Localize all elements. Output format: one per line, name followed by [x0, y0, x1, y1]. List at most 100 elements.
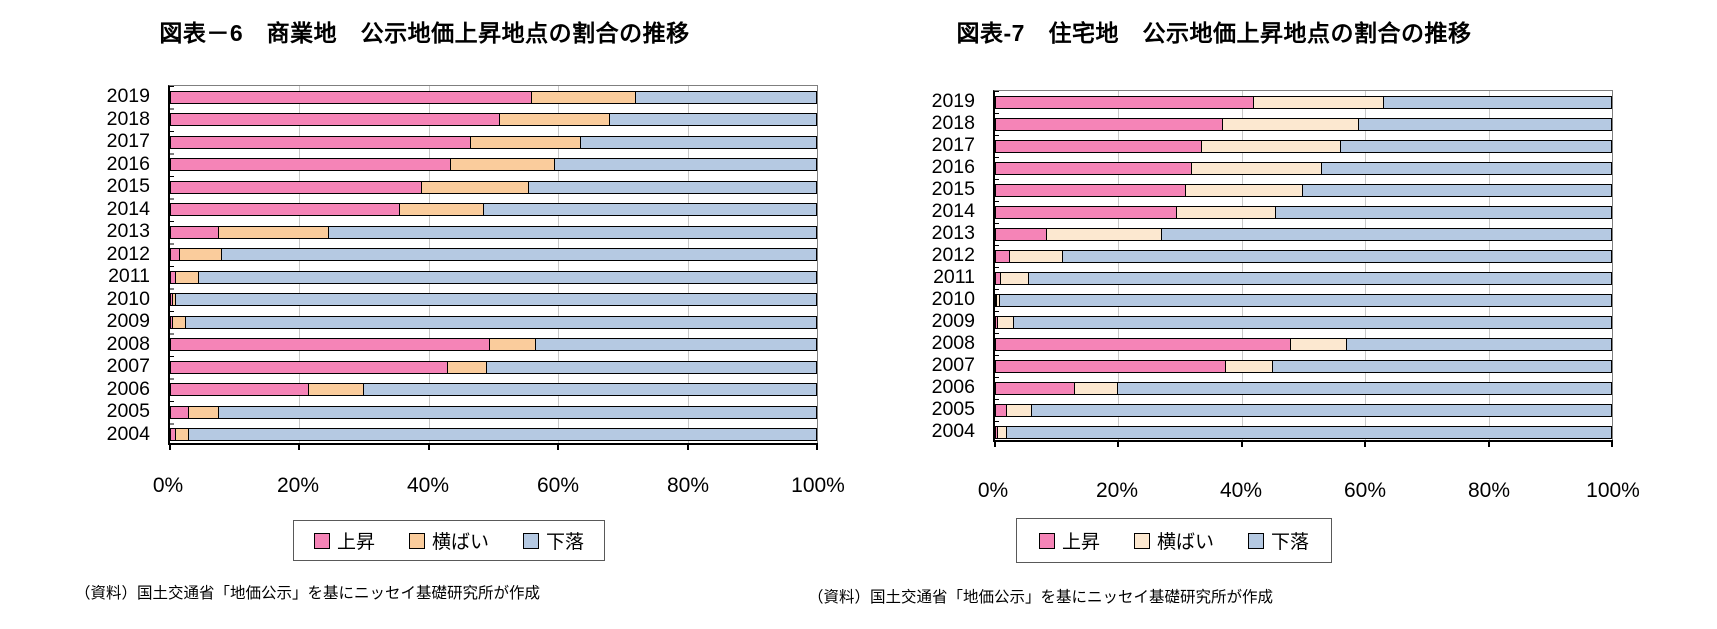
- bar-segment-flat: [451, 158, 555, 172]
- gridline-20: [299, 86, 301, 443]
- bar-segment-fall: [1013, 315, 1612, 329]
- bar-segment-flat: [422, 180, 530, 194]
- bar-row-2012: [995, 245, 1612, 267]
- bar-row-2013: [995, 223, 1612, 245]
- x-axis-labels: 0% 20% 40% 60% 80% 100%: [153, 474, 845, 504]
- bar-rows: [170, 86, 817, 443]
- stacked-bar: [995, 205, 1612, 219]
- gridline-80: [1488, 91, 1490, 440]
- x-tick-label: 80%: [1467, 479, 1511, 502]
- year-label: 2007: [106, 355, 150, 377]
- bar-row-2008: [995, 333, 1612, 355]
- stacked-bar: [170, 225, 817, 239]
- bar-segment-rise: [995, 95, 1255, 109]
- bar-segment-fall: [328, 225, 817, 239]
- stacked-bar: [170, 248, 817, 262]
- bar-segment-rise: [170, 428, 177, 442]
- bar-segment-rise: [170, 360, 449, 374]
- bar-segment-rise: [995, 337, 1292, 351]
- legend-item-fall: 下落: [523, 527, 584, 554]
- bar-segment-flat: [998, 425, 1008, 439]
- bar-segment-rise: [170, 158, 452, 172]
- bar-segment-rise: [995, 161, 1193, 175]
- bar-row-2019: [995, 91, 1612, 113]
- legend-swatch-fall: [1248, 532, 1265, 549]
- bar-segment-flat: [309, 383, 365, 397]
- x-tick-mark: [169, 443, 171, 450]
- bar-segment-fall: [1359, 117, 1612, 131]
- bar-segment-rise: [995, 139, 1202, 153]
- legend-label: 下落: [1271, 532, 1310, 553]
- bar-segment-rise: [995, 249, 1011, 263]
- x-tick-label: 100%: [791, 474, 845, 497]
- bar-segment-flat: [998, 315, 1014, 329]
- stacked-bar: [170, 158, 817, 172]
- bar-row-2017: [995, 135, 1612, 157]
- legend-residential: 上昇 横ばい 下落: [1016, 518, 1333, 563]
- legend-swatch-rise: [314, 532, 330, 549]
- x-tick-label: 40%: [1219, 479, 1263, 502]
- bar-row-2016: [170, 154, 817, 177]
- legend-label: 上昇: [337, 532, 376, 553]
- legend-item-flat: 横ばい: [1134, 527, 1214, 554]
- year-label: 2005: [106, 400, 150, 422]
- bar-segment-fall: [483, 203, 817, 217]
- bar-segment-flat: [532, 90, 636, 104]
- year-label: 2004: [931, 420, 975, 442]
- bar-row-2017: [170, 131, 817, 154]
- bar-row-2011: [170, 266, 817, 289]
- x-tick-label: 80%: [666, 474, 710, 497]
- x-tick-mark: [994, 440, 996, 447]
- plot-area-commercial: [168, 85, 818, 450]
- bar-segment-fall: [1383, 95, 1612, 109]
- bar-segment-rise: [995, 117, 1224, 131]
- bar-segment-fall: [487, 360, 817, 374]
- year-label: 2012: [106, 242, 150, 265]
- chart-title-residential: 図表-7 住宅地 公示地価上昇地点の割合の推移: [956, 20, 1472, 46]
- bar-segment-flat: [470, 135, 581, 149]
- bar-segment-rise: [170, 113, 500, 127]
- gridline-60: [558, 86, 560, 443]
- plot-area-residential: [993, 90, 1613, 447]
- bar-segment-rise: [170, 180, 423, 194]
- year-label: 2013: [106, 220, 150, 242]
- x-tick-mark: [686, 443, 689, 450]
- x-tick-mark: [1117, 440, 1120, 447]
- bar-row-2014: [170, 199, 817, 222]
- bar-segment-rise: [170, 293, 173, 307]
- bar-segment-fall: [1000, 293, 1613, 307]
- bar-segment-fall: [1303, 183, 1612, 197]
- bar-segment-rise: [995, 293, 997, 307]
- bar-segment-rise: [170, 225, 219, 239]
- stacked-bar: [995, 249, 1612, 263]
- bar-segment-fall: [1322, 161, 1612, 175]
- year-label: 2015: [106, 175, 150, 197]
- bar-row-2015: [995, 179, 1612, 201]
- bar-row-2008: [170, 334, 817, 357]
- bar-row-2015: [170, 176, 817, 199]
- gridline-40: [428, 86, 430, 443]
- bar-segment-rise: [170, 338, 491, 352]
- bar-segment-rise: [995, 359, 1227, 373]
- source-note-commercial: （資料）国土交通省「地価公示」を基にニッセイ基礎研究所が作成: [75, 585, 541, 602]
- bar-segment-fall: [189, 428, 817, 442]
- bar-segment-fall: [186, 315, 817, 329]
- bar-row-2006: [170, 379, 817, 402]
- chart-title-commercial: 図表－6 商業地 公示地価上昇地点の割合の推移: [159, 20, 690, 46]
- year-label: 2012: [931, 244, 975, 266]
- year-label: 2011: [108, 265, 150, 287]
- bar-segment-rise: [995, 315, 999, 329]
- stacked-bar: [995, 271, 1612, 285]
- legend-item-rise: 上昇: [314, 527, 375, 554]
- bar-segment-fall: [1275, 205, 1612, 219]
- y-axis-ticks: [995, 91, 999, 440]
- source-note-residential: （資料）国土交通省「地価公示」を基にニッセイ基礎研究所が作成: [808, 589, 1274, 606]
- bar-segment-fall: [535, 338, 817, 352]
- legend-label: 上昇: [1062, 532, 1101, 553]
- bar-segment-fall: [176, 293, 817, 307]
- x-tick-mark: [1240, 440, 1243, 447]
- bar-segment-fall: [1272, 359, 1612, 373]
- stacked-bar: [995, 117, 1612, 131]
- year-label: 2005: [931, 398, 975, 420]
